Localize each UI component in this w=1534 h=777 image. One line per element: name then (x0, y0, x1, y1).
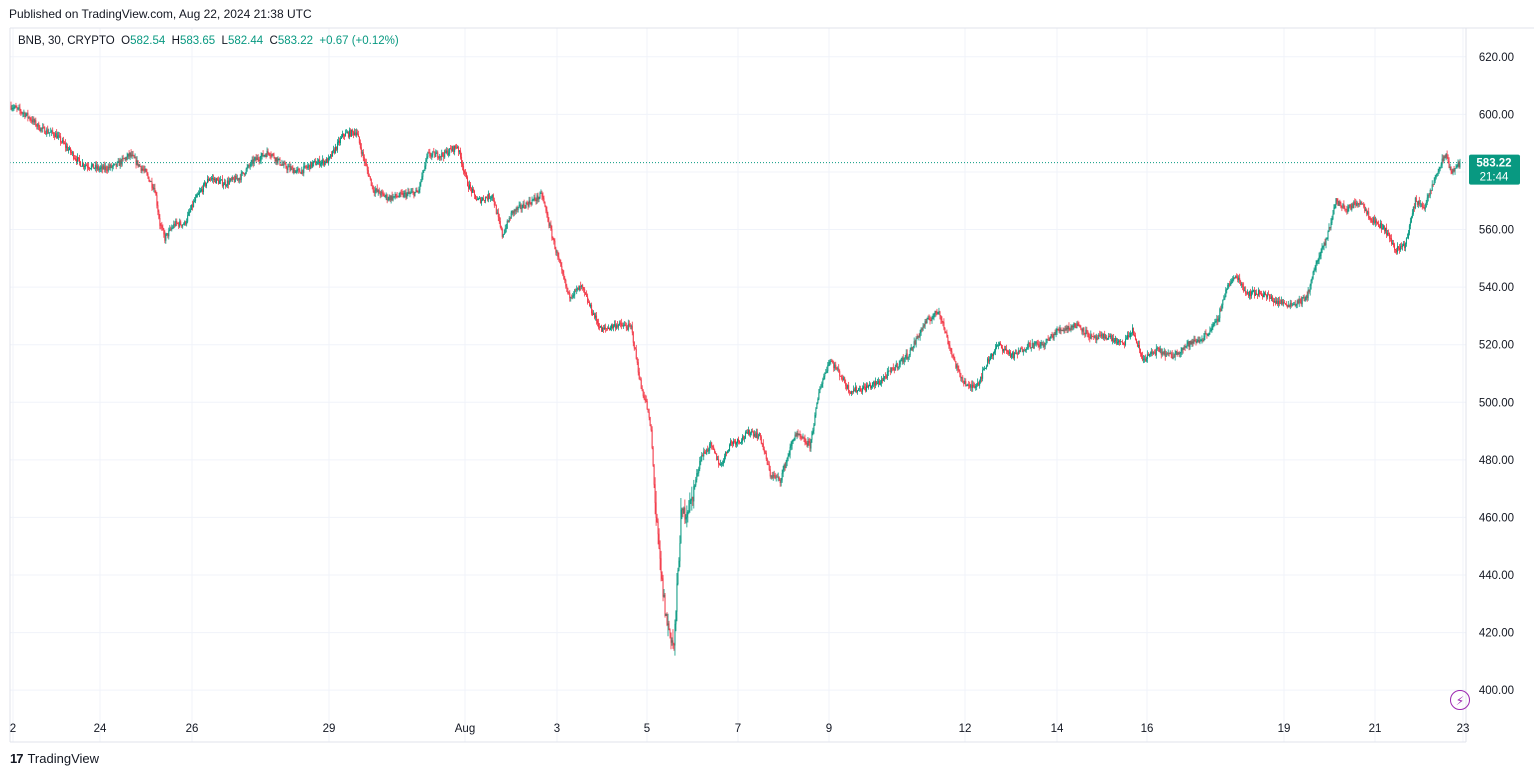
time-tick-label: 12 (959, 723, 972, 735)
price-tick-label: 480.00 (1479, 455, 1514, 467)
price-tick-label: 600.00 (1479, 109, 1514, 121)
time-tick-label: 23 (1457, 723, 1470, 735)
low-value: 582.44 (227, 35, 264, 47)
price-tick-label: 540.00 (1479, 282, 1514, 294)
time-tick-label: 19 (1278, 723, 1291, 735)
price-tick-label: 620.00 (1479, 52, 1514, 64)
open-label: O (121, 35, 131, 47)
time-tick-label: 5 (644, 723, 650, 735)
tradingview-name: TradingView (27, 751, 100, 766)
close-value: 583.22 (277, 35, 314, 47)
candle-series (10, 101, 1461, 656)
current-price-label: 583.22 (1476, 158, 1511, 170)
chart-grid (10, 28, 1466, 742)
bar-countdown-label: 21:44 (1480, 172, 1509, 184)
lightning-icon[interactable]: ⚡ (1450, 690, 1470, 710)
price-tick-label: 420.00 (1479, 628, 1514, 640)
price-tick-label: 500.00 (1479, 397, 1514, 409)
time-tick-label: 9 (826, 723, 832, 735)
time-tick-label: 24 (94, 723, 107, 735)
change-value: +0.67 (+0.12%) (319, 35, 399, 47)
time-tick-label: 3 (554, 723, 560, 735)
published-header: Published on TradingView.com, Aug 22, 20… (9, 7, 312, 21)
price-tick-label: 440.00 (1479, 570, 1514, 582)
ohlc-legend: BNB, 30, CRYPTO O582.54 H583.65 L582.44 … (18, 35, 399, 47)
time-tick-label: 21 (1369, 723, 1382, 735)
high-label: H (171, 35, 180, 47)
time-tick-label: Aug (455, 723, 475, 735)
price-tick-label: 400.00 (1479, 685, 1514, 697)
price-tick-label: 560.00 (1479, 225, 1514, 237)
tradingview-brand[interactable]: 17 TradingView (10, 751, 99, 766)
price-tick-label: 460.00 (1479, 512, 1514, 524)
time-tick-label: 2 (10, 723, 16, 735)
time-tick-label: 26 (186, 723, 199, 735)
tradingview-logo-icon: 17 (10, 751, 24, 766)
symbol-label[interactable]: BNB, 30, CRYPTO (18, 35, 115, 47)
price-axis: 620.00600.00580.00560.00540.00520.00500.… (1479, 52, 1514, 697)
time-tick-label: 7 (735, 723, 741, 735)
close-label: C (269, 35, 278, 47)
price-tick-label: 520.00 (1479, 340, 1514, 352)
open-value: 582.54 (130, 35, 166, 47)
low-label: L (221, 35, 228, 47)
high-value: 583.65 (179, 35, 216, 47)
time-tick-label: 29 (323, 723, 336, 735)
time-axis: 2 24 26 29 Aug 3 5 7 9 12 14 16 19 21 23 (10, 723, 1470, 735)
time-tick-label: 14 (1051, 723, 1064, 735)
time-tick-label: 16 (1141, 723, 1154, 735)
current-price-badge: 583.22 21:44 (1469, 154, 1520, 185)
